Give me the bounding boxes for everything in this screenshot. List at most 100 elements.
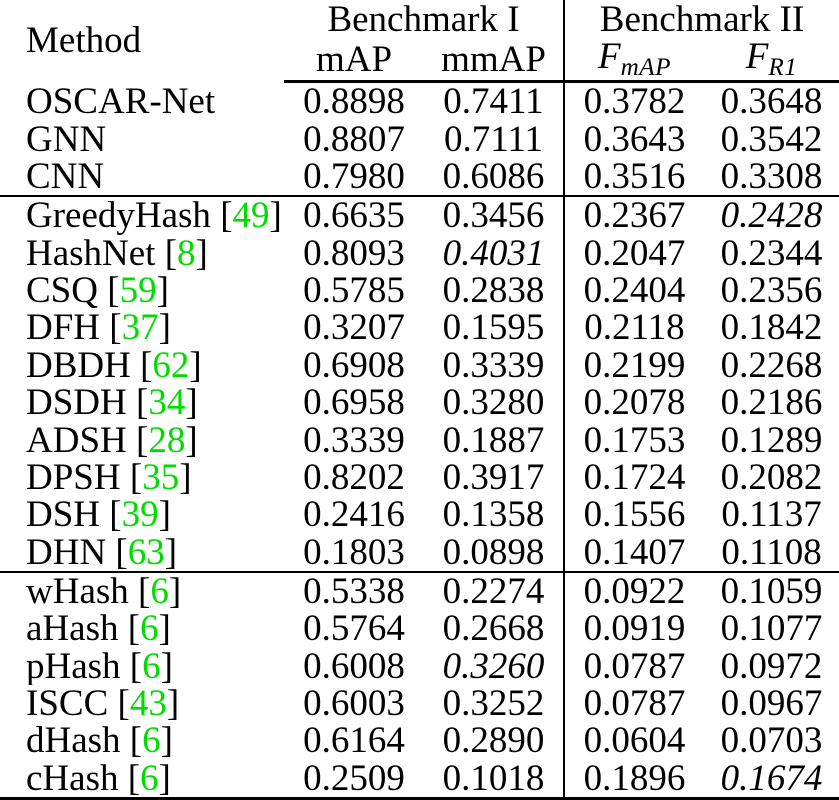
method-cell: DHN [63] bbox=[26, 533, 178, 572]
table-header: Method Benchmark I Benchmark II mAP mmAP… bbox=[0, 0, 839, 84]
method-cell: pHash [6] bbox=[26, 647, 173, 685]
value-cell: 0.2118 bbox=[563, 309, 704, 347]
table-body: OSCAR-Net 0.8898 0.7411 0.3782 0.3648 GNN 0.88… bbox=[0, 81, 839, 800]
value-cell: 0.2078 bbox=[563, 383, 704, 422]
value-cell: 0.1896 bbox=[563, 759, 704, 800]
citation-link[interactable]: 37 bbox=[121, 309, 159, 347]
value-cell: 0.2428 bbox=[704, 195, 839, 235]
value-cell: 0.2274 bbox=[424, 570, 564, 611]
value-cell: 0.7111 bbox=[443, 120, 543, 158]
value-cell: 0.2404 bbox=[563, 271, 704, 310]
citation-link[interactable]: 6 bbox=[140, 610, 159, 648]
method-cell: aHash [6] bbox=[26, 610, 171, 648]
col-header-mmap: mmAP bbox=[424, 38, 564, 84]
method-cell: OSCAR-Net bbox=[0, 82, 284, 121]
value-cell: 0.1077 bbox=[720, 610, 823, 648]
citation-link[interactable]: 62 bbox=[152, 346, 190, 384]
method-cell: DSH [39] bbox=[26, 496, 171, 534]
col-header-fmap: FmAP bbox=[563, 38, 704, 84]
value-cell: 0.8093 bbox=[303, 234, 405, 272]
col-header-map: mAP bbox=[284, 38, 424, 84]
citation-link[interactable]: 39 bbox=[121, 496, 159, 534]
citation-link[interactable]: 6 bbox=[142, 647, 161, 685]
method-cell: GreedyHash [49] bbox=[0, 195, 284, 235]
col-header-method: Method bbox=[26, 20, 142, 62]
value-cell: 0.6164 bbox=[303, 722, 405, 760]
value-cell: 0.1887 bbox=[442, 421, 545, 459]
value-cell: 0.1556 bbox=[563, 496, 704, 534]
method-name: CSQ bbox=[26, 271, 98, 310]
table-row: DSH [39] 0.2416 0.1358 0.1556 0.1137 bbox=[0, 496, 839, 534]
table-row: HashNet [8] 0.8093 0.4031 0.2047 0.2344 bbox=[0, 234, 839, 272]
value-cell: 0.1595 bbox=[442, 309, 545, 347]
method-name: ISCC bbox=[26, 684, 109, 723]
value-cell: 0.3252 bbox=[442, 684, 545, 723]
table-row: wHash [6] 0.5338 0.2274 0.0922 0.1059 bbox=[0, 570, 839, 611]
value-cell: 0.3339 bbox=[442, 346, 545, 384]
value-cell: 0.0922 bbox=[563, 570, 704, 611]
method-name: DPSH bbox=[26, 458, 121, 497]
citation-link[interactable]: 49 bbox=[232, 196, 270, 235]
citation-link[interactable]: 6 bbox=[140, 759, 159, 799]
citation-link[interactable]: 43 bbox=[129, 684, 167, 723]
value-cell: 0.0898 bbox=[442, 533, 545, 572]
method-cell: HashNet [8] bbox=[26, 234, 208, 272]
citation-link[interactable]: 8 bbox=[177, 234, 196, 272]
method-cell: DFH [37] bbox=[26, 309, 171, 347]
method-name: pHash bbox=[26, 647, 121, 685]
value-cell: 0.2890 bbox=[442, 722, 545, 760]
citation-link[interactable]: 59 bbox=[119, 271, 157, 310]
fmap-subscript: mAP bbox=[620, 54, 672, 82]
table-row: pHash [6] 0.6008 0.3260 0.0787 0.0972 bbox=[0, 647, 839, 685]
table-row: GreedyHash [49] 0.6635 0.3456 0.2367 0.2428 bbox=[0, 195, 839, 235]
value-cell: 0.4031 bbox=[442, 234, 545, 272]
value-cell: 0.2416 bbox=[303, 496, 405, 534]
citation-link[interactable]: 35 bbox=[142, 458, 180, 497]
fr1-symbol: F bbox=[745, 38, 769, 77]
value-cell: 0.0787 bbox=[563, 684, 704, 723]
value-cell: 0.2356 bbox=[720, 271, 823, 310]
method-cell: DBDH [62] bbox=[26, 346, 202, 384]
method-name: HashNet bbox=[26, 234, 156, 272]
table-row: DFH [37] 0.3207 0.1595 0.2118 0.1842 bbox=[0, 309, 839, 347]
col-header-fr1: FR1 bbox=[704, 38, 839, 84]
fmap-symbol: F bbox=[597, 38, 621, 77]
citation-link[interactable]: 63 bbox=[127, 533, 165, 572]
value-cell: 0.3339 bbox=[303, 421, 405, 459]
citation-link[interactable]: 28 bbox=[148, 421, 186, 459]
method-name: wHash bbox=[26, 571, 129, 611]
value-cell: 0.2367 bbox=[563, 195, 704, 235]
method-name: dHash bbox=[26, 722, 121, 760]
citation-link[interactable]: 34 bbox=[148, 383, 186, 422]
method-name: DHN bbox=[26, 533, 107, 572]
value-cell: 0.0972 bbox=[720, 647, 823, 685]
value-cell: 0.2199 bbox=[563, 346, 704, 384]
value-cell: 0.8898 bbox=[303, 81, 405, 121]
header-row-groups: Method Benchmark I Benchmark II bbox=[0, 0, 839, 59]
method-cell: DPSH [35] bbox=[26, 458, 192, 497]
table-row: GNN 0.8807 0.7111 0.3643 0.3542 bbox=[0, 120, 839, 158]
table-row: DPSH [35] 0.8202 0.3917 0.1724 0.2082 bbox=[0, 458, 839, 497]
method-cell: dHash [6] bbox=[26, 722, 173, 760]
table-row: ISCC [43] 0.6003 0.3252 0.0787 0.0967 bbox=[0, 684, 839, 723]
method-cell: GNN bbox=[0, 121, 284, 158]
value-cell: 0.1108 bbox=[721, 533, 822, 572]
table-row: DBDH [62] 0.6908 0.3339 0.2199 0.2268 bbox=[0, 346, 839, 384]
method-cell: DSDH [34] bbox=[26, 383, 198, 422]
table-row: DSDH [34] 0.6958 0.3280 0.2078 0.2186 bbox=[0, 383, 839, 422]
value-cell: 0.0703 bbox=[720, 722, 823, 760]
table-row: ADSH [28] 0.3339 0.1887 0.1753 0.1289 bbox=[0, 421, 839, 459]
method-name: DBDH bbox=[26, 346, 131, 384]
citation-link[interactable]: 6 bbox=[150, 571, 169, 611]
value-cell: 0.6086 bbox=[442, 157, 545, 197]
value-cell: 0.1289 bbox=[720, 421, 823, 459]
value-cell: 0.8807 bbox=[303, 120, 405, 158]
value-cell: 0.3308 bbox=[720, 157, 823, 197]
value-cell: 0.3782 bbox=[563, 81, 704, 121]
value-cell: 0.1803 bbox=[303, 533, 405, 572]
value-cell: 0.1059 bbox=[704, 570, 839, 611]
value-cell: 0.7980 bbox=[303, 157, 405, 197]
value-cell: 0.6958 bbox=[303, 383, 405, 422]
citation-link[interactable]: 6 bbox=[142, 722, 161, 760]
